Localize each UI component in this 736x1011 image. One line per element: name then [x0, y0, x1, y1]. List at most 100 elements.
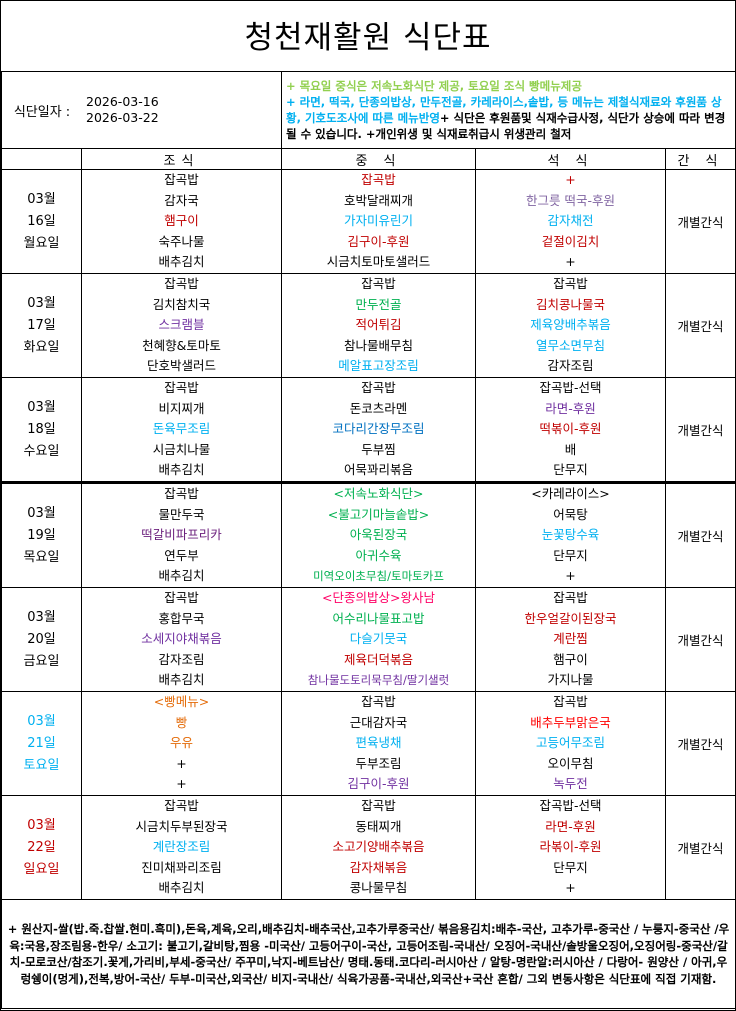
- lunch-cell: 잡곡밥 동태찌개 소고기양배추볶음 감자채볶음 콩나물무침: [281, 795, 476, 900]
- menu-item: 단무지: [553, 859, 588, 875]
- notes-cell: + 목요일 중식은 저속노화식단 제공, 토요일 조식 빵메뉴제공 + 라면, …: [281, 71, 736, 149]
- date-day: 21일: [27, 735, 56, 751]
- day-row: 03월 16일 월요일 잡곡밥 감자국 햄구이 숙주나물 배추김치 잡곡밥 호박달래찌개 가자미유린…: [1, 169, 736, 274]
- snack-cell: 개별간식: [665, 481, 736, 588]
- date-label: 식단일자 :: [13, 104, 71, 120]
- menu-item: 고등어무조림: [535, 735, 605, 751]
- date-month: 03월: [27, 399, 56, 415]
- menu-item: 잡곡밥: [164, 486, 199, 502]
- date-day: 16일: [27, 213, 56, 229]
- menu-item: 우유: [169, 735, 193, 751]
- menu-item: 잡곡밥: [553, 694, 588, 710]
- menu-item: 감자국: [164, 192, 199, 208]
- date-day: 18일: [27, 421, 56, 437]
- menu-item: 잡곡밥: [164, 590, 199, 606]
- menu-item: 감자조림: [547, 358, 594, 374]
- date-month: 03월: [27, 609, 56, 625]
- menu-item: 눈꽃탕수육: [541, 527, 600, 543]
- menu-item: 동태찌개: [355, 818, 402, 834]
- lunch-cell: 잡곡밥 돈코츠라멘 코다리간장무조림 두부찜 어묵꽈리볶음: [281, 377, 476, 483]
- menu-item: 녹두전: [553, 776, 588, 792]
- menu-item: <저속노화식단>: [333, 486, 424, 502]
- date-month: 03월: [27, 505, 56, 521]
- menu-item: <빵메뉴>: [153, 694, 210, 710]
- header-row: 조식 중 식 석 식 간 식: [1, 148, 736, 170]
- menu-item: 진미채꽈리조림: [141, 859, 222, 875]
- date-weekday: 수요일: [23, 443, 60, 459]
- menu-item: 아귀수육: [355, 547, 402, 563]
- menu-item: 떡갈비파프리카: [141, 527, 222, 543]
- date-month: 03월: [27, 295, 56, 311]
- date-weekday: 금요일: [23, 653, 60, 669]
- date-cell: 03월 19일 목요일: [1, 481, 82, 588]
- dinner-cell: <카레라이스> 어묵탕 눈꽃탕수육 단무지 +: [475, 481, 666, 588]
- note-black: + 식단은 후원품및 식재수급사정, 식단가 상승에 따라 변경 될 수 있습니…: [286, 111, 726, 141]
- dinner-cell: 잡곡밥 한우얼갈이된장국 계란찜 햄구이 가지나물: [475, 587, 666, 692]
- date-weekday: 목요일: [23, 549, 60, 565]
- menu-item: 미역오이초무침/토마토카프: [313, 569, 444, 584]
- menu-item: 잡곡밥: [361, 172, 396, 188]
- menu-item: 잡곡밥: [164, 380, 199, 396]
- date-month: 03월: [27, 817, 56, 833]
- snack-cell: 개별간식: [665, 587, 736, 692]
- header-dinner: 석 식: [475, 148, 666, 170]
- date-weekday: 일요일: [23, 861, 60, 877]
- date-range-cell: 식단일자 : 2026-03-16 2026-03-22: [1, 71, 282, 149]
- menu-item: 편육냉채: [355, 735, 402, 751]
- menu-item: 스크램블: [158, 317, 205, 333]
- date-cell: 03월 20일 금요일: [1, 587, 82, 692]
- header-lunch: 중 식: [281, 148, 476, 170]
- menu-item: 콩나물무침: [349, 880, 408, 896]
- menu-item: 빵: [175, 714, 188, 730]
- snack-cell: 개별간식: [665, 377, 736, 483]
- menu-item: 다슬기뭇국: [349, 631, 408, 647]
- day-row: 03월 22일 일요일 잡곡밥 시금치두부된장국 계란장조림 진미채꽈리조림 배추김치 잡곡밥 동…: [1, 795, 736, 900]
- menu-item: 잡곡밥-선택: [539, 798, 602, 814]
- menu-item: 적어튀김: [355, 317, 402, 333]
- header-snack: 간 식: [665, 148, 736, 170]
- lunch-cell: 잡곡밥 호박달래찌개 가자미유린기 김구이-후원 시금치토마토샐러드: [281, 169, 476, 274]
- menu-item: 아욱된장국: [349, 527, 408, 543]
- menu-item: 김치콩나물국: [535, 296, 605, 312]
- menu-item: 겉절이김치: [541, 233, 600, 249]
- menu-item: 오이무침: [547, 755, 594, 771]
- snack-cell: 개별간식: [665, 273, 736, 378]
- menu-item: 비지찌개: [158, 400, 205, 416]
- lunch-cell: <단종의밥상>왕사남 어수리나물표고밥 다슬기뭇국 제육더덕볶음 참나물도토리묵무침/딸…: [281, 587, 476, 692]
- menu-item: 소세지야채볶음: [141, 631, 222, 647]
- menu-item: +: [565, 880, 576, 896]
- menu-item: 잡곡밥: [361, 380, 396, 396]
- menu-item: 김구이-후원: [347, 776, 410, 792]
- menu-item: 어수리나물표고밥: [332, 610, 425, 626]
- menu-item: 소고기양배추볶음: [332, 839, 425, 855]
- dinner-cell: 잡곡밥-선택 라면-후원 떡볶이-후원 배 단무지: [475, 377, 666, 483]
- menu-item: 시금치나물: [152, 441, 211, 457]
- menu-item: 메알표고장조림: [338, 358, 419, 374]
- menu-item: 배: [564, 441, 577, 457]
- breakfast-cell: 잡곡밥 비지찌개 돈육무조림 시금치나물 배추김치: [81, 377, 282, 483]
- breakfast-cell: <빵메뉴> 빵 우유 + +: [81, 691, 282, 796]
- menu-item: 잡곡밥: [164, 276, 199, 292]
- menu-item: 돈육무조림: [152, 421, 211, 437]
- note-green: + 목요일 중식은 저속노화식단 제공, 토요일 조식 빵메뉴제공: [286, 79, 582, 93]
- header-empty: [1, 148, 82, 170]
- menu-item: 가자미유린기: [343, 213, 413, 229]
- menu-item: 햄구이: [553, 651, 588, 667]
- menu-item: 단무지: [553, 547, 588, 563]
- menu-item: 제육양배추볶음: [530, 317, 611, 333]
- dinner-cell: + 한그릇 떡국-후원 감자채전 겉절이김치 +: [475, 169, 666, 274]
- menu-item: 단호박샐러드: [146, 358, 216, 374]
- menu-item: 라볶이-후원: [539, 839, 602, 855]
- menu-item: 참나물배무침: [343, 337, 413, 353]
- date-cell: 03월 22일 일요일: [1, 795, 82, 900]
- menu-item: 홍합무국: [158, 610, 205, 626]
- menu-item: 단무지: [553, 462, 588, 478]
- menu-item: 잡곡밥: [361, 798, 396, 814]
- menu-item: 잡곡밥: [553, 276, 588, 292]
- menu-item: +: [565, 568, 576, 584]
- menu-item: 숙주나물: [158, 233, 205, 249]
- date-month: 03월: [27, 713, 56, 729]
- page-title: 청천재활원 식단표: [244, 20, 492, 56]
- menu-item: 잡곡밥: [164, 172, 199, 188]
- lunch-cell: <저속노화식단> <불고기마늘솥밥> 아욱된장국 아귀수육 미역오이초무침/토마토카프: [281, 481, 476, 588]
